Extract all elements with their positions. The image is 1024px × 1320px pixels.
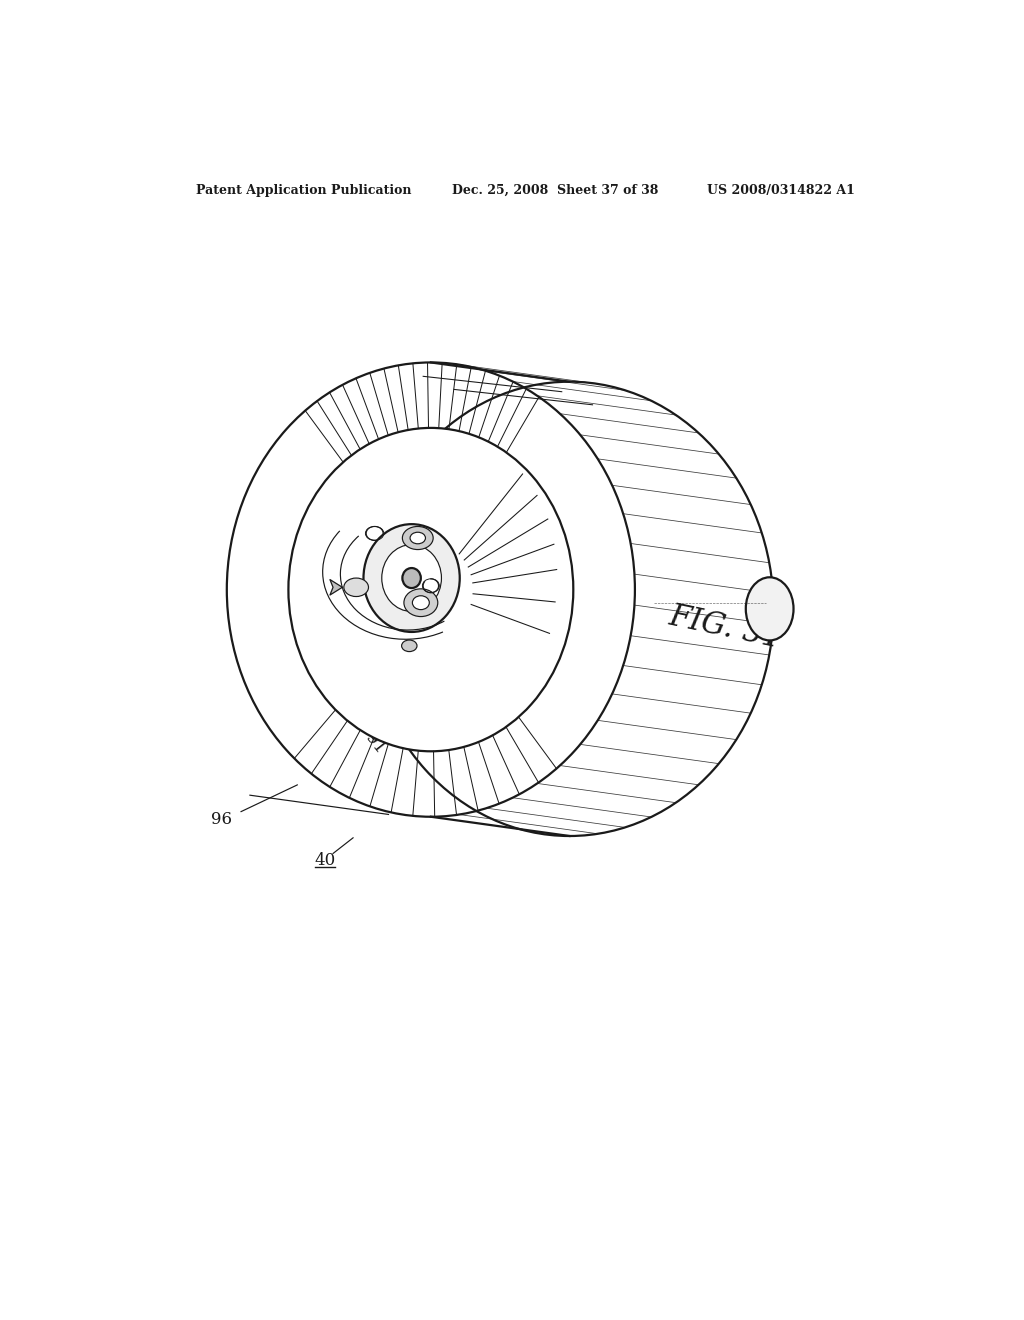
Ellipse shape bbox=[289, 428, 573, 751]
Ellipse shape bbox=[364, 524, 460, 632]
Text: 41: 41 bbox=[419, 671, 445, 697]
Text: 94: 94 bbox=[434, 684, 461, 711]
Ellipse shape bbox=[745, 577, 794, 640]
Text: Dec. 25, 2008  Sheet 37 of 38: Dec. 25, 2008 Sheet 37 of 38 bbox=[453, 185, 658, 197]
Text: 40: 40 bbox=[314, 853, 335, 869]
Ellipse shape bbox=[413, 595, 429, 610]
Ellipse shape bbox=[401, 640, 417, 652]
Ellipse shape bbox=[402, 568, 421, 589]
Ellipse shape bbox=[344, 578, 369, 597]
Text: FIG. 31: FIG. 31 bbox=[666, 601, 784, 655]
Text: 91: 91 bbox=[362, 730, 389, 758]
Ellipse shape bbox=[402, 527, 433, 549]
Text: Patent Application Publication: Patent Application Publication bbox=[196, 185, 412, 197]
Ellipse shape bbox=[410, 532, 425, 544]
Ellipse shape bbox=[403, 589, 438, 616]
Text: 96: 96 bbox=[211, 810, 231, 828]
Polygon shape bbox=[330, 579, 342, 595]
Ellipse shape bbox=[382, 545, 441, 611]
Text: US 2008/0314822 A1: US 2008/0314822 A1 bbox=[707, 185, 854, 197]
